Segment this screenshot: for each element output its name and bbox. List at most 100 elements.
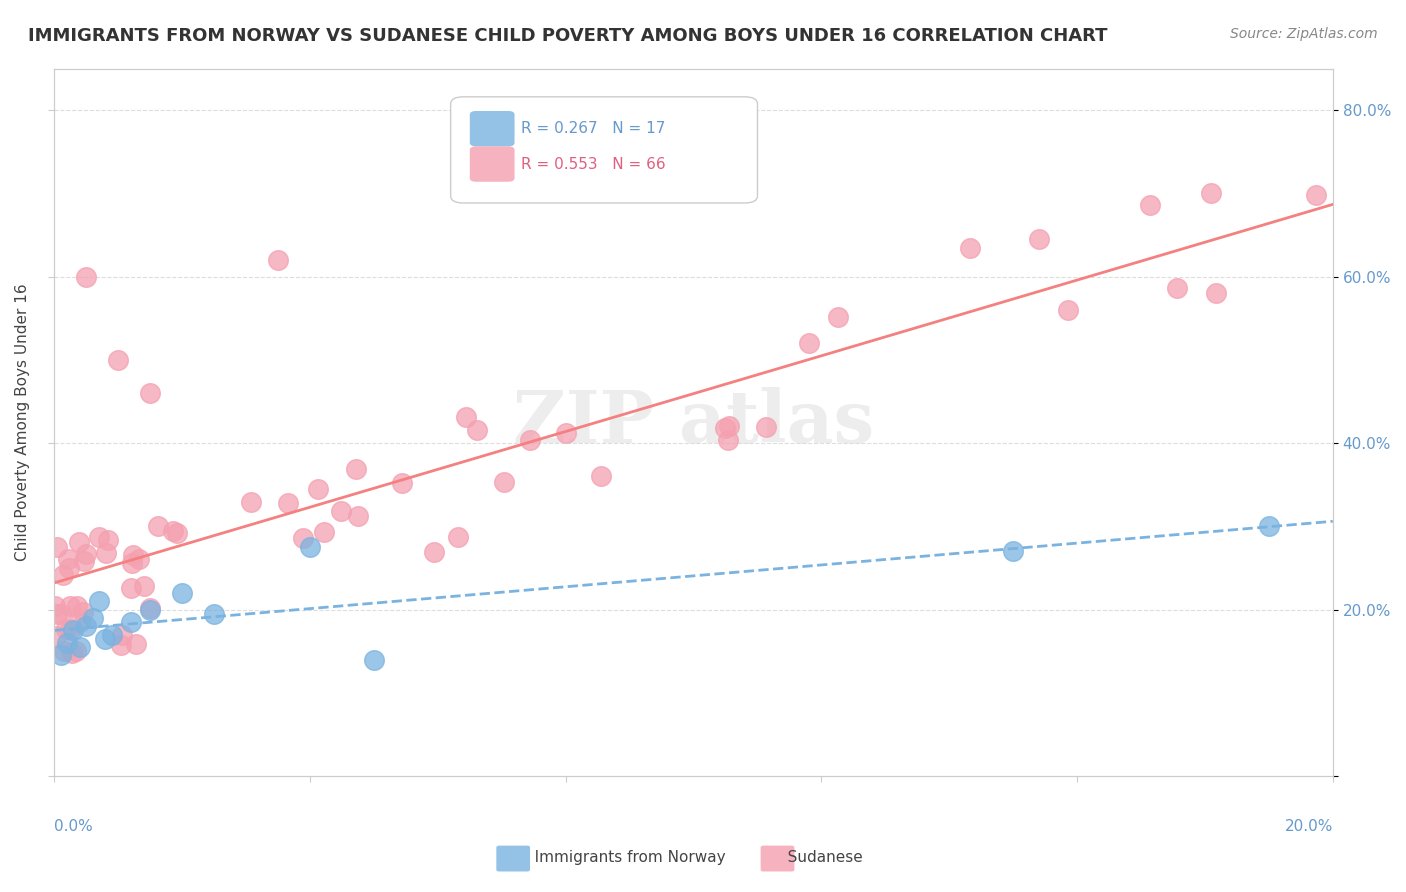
- Point: [172, 586, 194, 600]
- Point: [1166, 281, 1188, 295]
- Text: R = 0.267   N = 17: R = 0.267 N = 17: [522, 121, 665, 136]
- Point: [797, 335, 820, 350]
- Text: Sudanese: Sudanese: [773, 850, 863, 865]
- Point: [69, 640, 91, 654]
- Point: [139, 386, 162, 401]
- Y-axis label: Child Poverty Among Boys Under 16: Child Poverty Among Boys Under 16: [15, 284, 30, 561]
- Point: [110, 638, 132, 652]
- Point: [120, 581, 142, 595]
- Point: [1056, 302, 1078, 317]
- Point: [97, 533, 120, 548]
- Point: [277, 496, 299, 510]
- Point: [347, 508, 370, 523]
- Point: [1205, 286, 1227, 301]
- Point: [755, 420, 778, 434]
- Point: [49, 607, 72, 622]
- Point: [314, 525, 336, 540]
- Point: [55, 622, 77, 636]
- Point: [82, 611, 104, 625]
- Point: [60, 646, 83, 660]
- Point: [62, 624, 84, 638]
- Point: [58, 561, 80, 575]
- Point: [139, 602, 162, 616]
- Point: [45, 540, 67, 554]
- Point: [162, 524, 184, 538]
- Text: IMMIGRANTS FROM NORWAY VS SUDANESE CHILD POVERTY AMONG BOYS UNDER 16 CORRELATION: IMMIGRANTS FROM NORWAY VS SUDANESE CHILD…: [28, 27, 1108, 45]
- Point: [423, 544, 446, 558]
- Point: [132, 579, 155, 593]
- Point: [519, 434, 541, 448]
- FancyBboxPatch shape: [761, 846, 794, 871]
- Point: [202, 607, 225, 621]
- Point: [447, 531, 470, 545]
- Point: [1199, 186, 1222, 201]
- Text: ZIP atlas: ZIP atlas: [513, 387, 875, 458]
- Point: [148, 518, 170, 533]
- Point: [166, 525, 188, 540]
- Point: [87, 594, 110, 608]
- Point: [267, 252, 290, 267]
- Point: [45, 629, 67, 643]
- Point: [72, 605, 94, 619]
- Point: [492, 475, 515, 490]
- Point: [959, 241, 981, 255]
- Point: [298, 540, 321, 554]
- Point: [121, 556, 143, 570]
- Point: [75, 619, 97, 633]
- Point: [94, 546, 117, 560]
- Point: [128, 552, 150, 566]
- Point: [75, 547, 97, 561]
- Point: [75, 269, 97, 284]
- Text: 20.0%: 20.0%: [1285, 819, 1333, 834]
- Point: [59, 599, 82, 614]
- Text: Source: ZipAtlas.com: Source: ZipAtlas.com: [1230, 27, 1378, 41]
- Point: [1002, 544, 1025, 558]
- Point: [67, 535, 90, 549]
- Point: [344, 461, 367, 475]
- Point: [66, 599, 89, 613]
- Point: [329, 504, 352, 518]
- Point: [718, 418, 741, 433]
- Point: [555, 425, 578, 440]
- FancyBboxPatch shape: [470, 111, 515, 146]
- Point: [52, 567, 75, 582]
- Point: [714, 421, 737, 435]
- Point: [1305, 187, 1327, 202]
- Point: [101, 627, 124, 641]
- Point: [44, 599, 66, 614]
- Point: [94, 632, 117, 646]
- Point: [307, 483, 329, 497]
- FancyBboxPatch shape: [470, 146, 515, 182]
- Point: [465, 423, 488, 437]
- Point: [111, 627, 134, 641]
- Text: Immigrants from Norway: Immigrants from Norway: [520, 850, 725, 865]
- Point: [107, 352, 129, 367]
- Point: [65, 644, 87, 658]
- Text: R = 0.553   N = 66: R = 0.553 N = 66: [522, 157, 665, 171]
- Point: [1257, 519, 1279, 533]
- Point: [87, 530, 110, 544]
- Point: [363, 652, 385, 666]
- Point: [122, 548, 145, 562]
- Point: [827, 310, 849, 324]
- Point: [73, 553, 96, 567]
- FancyBboxPatch shape: [451, 97, 758, 203]
- Point: [58, 551, 80, 566]
- FancyBboxPatch shape: [496, 846, 530, 871]
- Point: [69, 615, 91, 629]
- Point: [456, 409, 478, 424]
- Point: [1139, 198, 1161, 212]
- Point: [291, 532, 314, 546]
- Point: [591, 468, 613, 483]
- Text: 0.0%: 0.0%: [55, 819, 93, 834]
- Point: [56, 636, 79, 650]
- Point: [120, 615, 142, 629]
- Point: [1028, 232, 1050, 246]
- Point: [125, 637, 148, 651]
- Point: [139, 601, 162, 615]
- Point: [52, 644, 75, 658]
- Point: [59, 623, 82, 637]
- Point: [240, 495, 263, 509]
- Point: [391, 476, 413, 491]
- Point: [717, 433, 740, 447]
